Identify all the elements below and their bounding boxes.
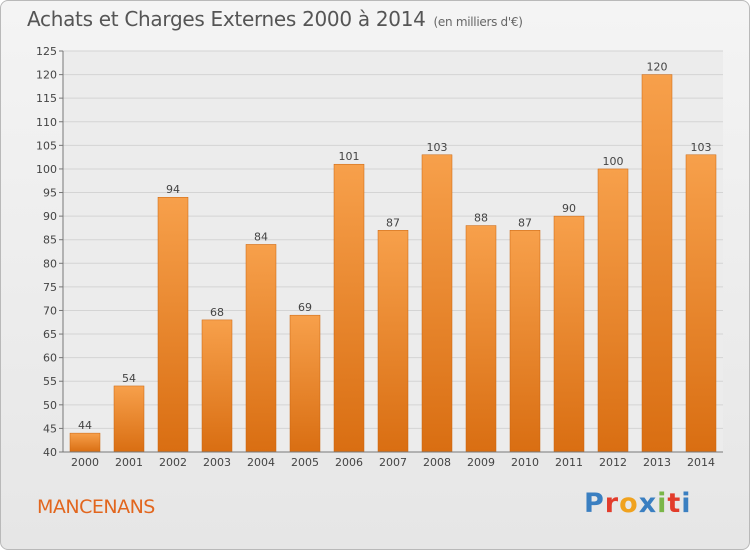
data-label-2006: 101 — [339, 150, 360, 163]
y-tick-label: 55 — [43, 375, 57, 388]
bar-2012 — [597, 168, 629, 453]
x-tick-label-2002: 2002 — [159, 456, 187, 469]
bar-2007 — [377, 230, 409, 453]
y-tick-label: 95 — [43, 187, 57, 200]
x-tick-label-2006: 2006 — [335, 456, 363, 469]
y-tick-label: 85 — [43, 234, 57, 247]
x-tick-label-2012: 2012 — [599, 456, 627, 469]
x-tick-label-2000: 2000 — [71, 456, 99, 469]
data-label-2009: 88 — [474, 212, 488, 225]
data-label-2001: 54 — [122, 372, 136, 385]
chart-unit: (en milliers d'€) — [433, 15, 523, 29]
data-label-2012: 100 — [603, 155, 624, 168]
chart-title-text: Achats et Charges Externes 2000 à 2014 — [27, 7, 426, 31]
x-tick-label-2003: 2003 — [203, 456, 231, 469]
y-tick-label: 90 — [43, 210, 57, 223]
data-label-2002: 94 — [166, 183, 180, 196]
y-tick-label: 50 — [43, 399, 57, 412]
x-tick-label-2005: 2005 — [291, 456, 319, 469]
y-tick-label: 65 — [43, 328, 57, 341]
bar-2004 — [245, 244, 277, 453]
y-tick-label: 80 — [43, 257, 57, 270]
data-label-2003: 68 — [210, 306, 224, 319]
x-tick-label-2004: 2004 — [247, 456, 275, 469]
y-tick-label: 105 — [36, 139, 57, 152]
y-tick-label: 45 — [43, 422, 57, 435]
data-label-2004: 84 — [254, 230, 268, 243]
x-tick-label-2009: 2009 — [467, 456, 495, 469]
y-tick-label: 110 — [36, 116, 57, 129]
x-tick-label-2013: 2013 — [643, 456, 671, 469]
y-tick-label: 70 — [43, 304, 57, 317]
y-tick-label: 120 — [36, 69, 57, 82]
bar-2009 — [465, 225, 497, 453]
bar-2010 — [509, 230, 541, 453]
data-label-2007: 87 — [386, 216, 400, 229]
data-label-2008: 103 — [427, 141, 448, 154]
bar-2014 — [685, 154, 717, 453]
x-tick-label-2001: 2001 — [115, 456, 143, 469]
bar-2000 — [69, 432, 101, 453]
data-label-2005: 69 — [298, 301, 312, 314]
proxiti-logo[interactable]: Proxiti — [584, 488, 692, 519]
data-label-2013: 120 — [647, 61, 668, 74]
bar-2008 — [421, 154, 453, 453]
bar-2006 — [333, 163, 365, 453]
y-tick-label: 40 — [43, 446, 57, 459]
x-tick-label-2014: 2014 — [687, 456, 715, 469]
data-label-2000: 44 — [78, 419, 92, 432]
y-tick-label: 125 — [36, 45, 57, 58]
chart-title: Achats et Charges Externes 2000 à 2014 (e… — [27, 7, 523, 31]
x-tick-label-2008: 2008 — [423, 456, 451, 469]
y-tick-label: 75 — [43, 281, 57, 294]
bar-2013 — [641, 74, 673, 453]
data-label-2010: 87 — [518, 216, 532, 229]
commune-name: MANCENANS — [37, 496, 155, 518]
y-tick-label: 60 — [43, 352, 57, 365]
x-tick-label-2007: 2007 — [379, 456, 407, 469]
data-label-2014: 103 — [691, 141, 712, 154]
bar-2005 — [289, 314, 321, 453]
bar-2002 — [157, 196, 189, 453]
data-label-2011: 90 — [562, 202, 576, 215]
x-tick-label-2011: 2011 — [555, 456, 583, 469]
bar-2003 — [201, 319, 233, 453]
y-tick-label: 115 — [36, 92, 57, 105]
x-tick-label-2010: 2010 — [511, 456, 539, 469]
bar-2001 — [113, 385, 145, 453]
bar-2011 — [553, 215, 585, 453]
y-tick-label: 100 — [36, 163, 57, 176]
